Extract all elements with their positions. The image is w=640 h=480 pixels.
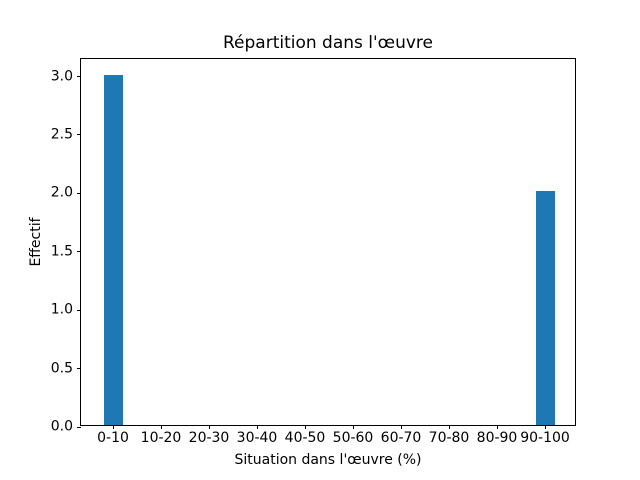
y-tick xyxy=(77,134,81,136)
x-tick-label: 40-50 xyxy=(284,430,326,446)
x-tick-label: 50-60 xyxy=(332,430,374,446)
plot-area: 0-10 10-20 20-30 30-40 40-50 50-60 60-70 70-80 8… xyxy=(51,58,576,446)
y-tick xyxy=(77,426,81,428)
x-tick xyxy=(113,425,114,429)
x-tick xyxy=(161,425,162,429)
y-axis-label: Effectif xyxy=(28,217,44,267)
y-tick-label: 0.5 xyxy=(50,360,73,377)
x-tick xyxy=(449,425,450,429)
bar xyxy=(535,191,555,425)
x-tick-label: 10-20 xyxy=(140,430,182,446)
bar xyxy=(103,75,123,425)
y-tick-label: 1.5 xyxy=(50,243,73,260)
chart-title: Répartition dans l'œuvre xyxy=(222,33,433,53)
y-tick xyxy=(77,76,81,78)
y-tick-label: 1.0 xyxy=(50,301,73,318)
y-tick xyxy=(77,192,81,194)
x-tick xyxy=(545,425,546,429)
x-tick-label: 20-30 xyxy=(188,430,230,446)
y-tick-label: 0.0 xyxy=(50,418,73,435)
x-tick-label: 30-40 xyxy=(236,430,278,446)
x-tick xyxy=(497,425,498,429)
y-tick-label: 2.5 xyxy=(50,126,73,143)
x-tick xyxy=(209,425,210,429)
x-tick-label: 80-90 xyxy=(476,430,518,446)
x-tick-label: 90-100 xyxy=(520,430,570,446)
x-tick xyxy=(353,425,354,429)
x-tick xyxy=(305,425,306,429)
y-tick xyxy=(77,251,81,253)
x-axis-label: Situation dans l'œuvre (%) xyxy=(234,452,422,468)
y-tick xyxy=(77,309,81,311)
y-tick-label: 3.0 xyxy=(50,68,73,85)
x-tick xyxy=(257,425,258,429)
y-tick-label: 2.0 xyxy=(50,184,73,201)
x-tick-label: 60-70 xyxy=(380,430,422,446)
x-tick xyxy=(401,425,402,429)
y-tick xyxy=(77,368,81,370)
x-tick-label: 70-80 xyxy=(428,430,470,446)
x-tick-label: 0-10 xyxy=(97,430,129,446)
